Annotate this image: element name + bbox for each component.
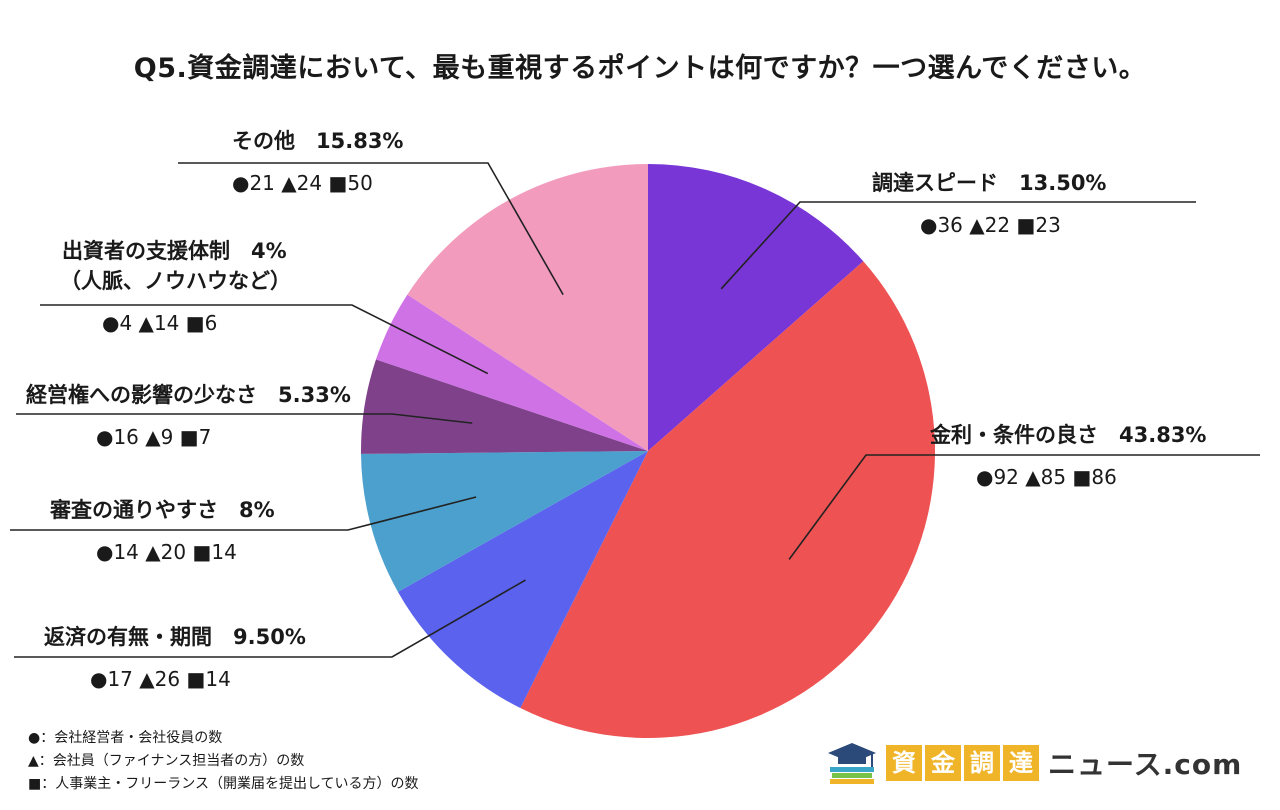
- pie-slice-support: [375, 294, 648, 451]
- legend-square: ■：人事業主・フリーランス（開業届を提出している方）の数: [28, 776, 419, 792]
- leader-line-interest: [788, 454, 1260, 560]
- logo-char-3: 調: [964, 745, 1000, 781]
- label-screening: 審査の通りやすさ 8% ●14 ▲20 ■14: [50, 498, 275, 564]
- label-interest: 金利・条件の良さ 43.83% ●92 ▲85 ■86: [930, 423, 1207, 489]
- pie-slice-control: [361, 359, 648, 454]
- pie-slice-repayment: [397, 451, 648, 709]
- pie-slice-interest: [520, 261, 935, 738]
- legend-circle: ●：会社経営者・会社役員の数: [28, 730, 223, 746]
- pie-slice-screening: [361, 451, 648, 592]
- label-support: 出資者の支援体制 4% （人脈、ノウハウなど） ●4 ▲14 ■6: [60, 239, 291, 335]
- label-repayment: 返済の有無・期間 9.50% ●17 ▲26 ■14: [44, 625, 306, 691]
- leader-line-support: [40, 304, 489, 375]
- logo-char-4: 達: [1003, 745, 1039, 781]
- graduation-cap-icon: [828, 743, 876, 784]
- label-speed: 調達スピード 13.50% ●36 ▲22 ■23: [872, 171, 1107, 237]
- legend: ●：会社経営者・会社役員の数 ▲：会社員（ファイナンス担当者の方）の数 ■：人事…: [28, 727, 419, 796]
- leader-line-repayment: [14, 579, 526, 658]
- logo-suffix: ニュース.com: [1048, 748, 1243, 781]
- label-control: 経営権への影響の少なさ 5.33% ●16 ▲9 ■7: [26, 383, 351, 449]
- site-logo: 資 金 調 達 ニュース.com: [826, 741, 1242, 785]
- logo-char-1: 資: [886, 745, 922, 781]
- leader-line-screening: [10, 496, 477, 531]
- legend-triangle: ▲：会社員（ファイナンス担当者の方）の数: [28, 753, 305, 769]
- leader-line-control: [16, 413, 473, 424]
- chart-title: Q5.資金調達において、最も重視するポイントは何ですか？一つ選んでください。: [133, 53, 1147, 84]
- pie-slice-speed: [648, 164, 864, 451]
- label-other: その他 15.83% ●21 ▲24 ■50: [232, 129, 404, 195]
- leader-line-other: [178, 162, 564, 296]
- logo-char-2: 金: [925, 745, 961, 781]
- leader-line-speed: [720, 201, 1196, 290]
- pie-slice-other: [407, 164, 648, 451]
